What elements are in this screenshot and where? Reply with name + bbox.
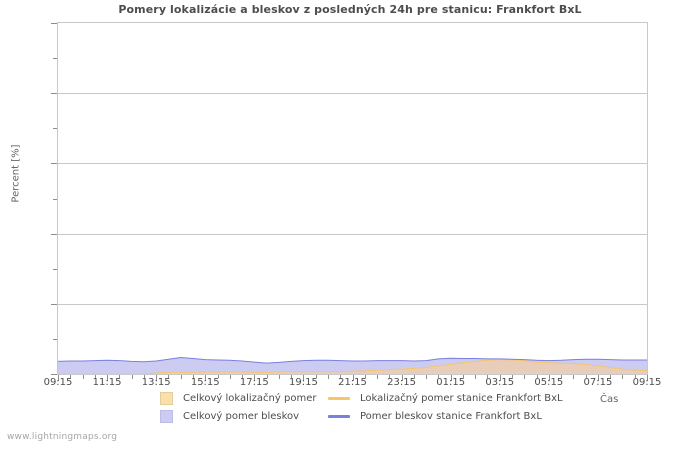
x-tick-label-8: 01:15 [436,377,466,388]
x-tick-1315 [156,375,158,381]
legend-swatch-1 [160,410,173,423]
x-tick-0415 [524,375,526,379]
x-tick-0745 [610,375,612,378]
x-tick-label-10: 05:15 [534,377,564,388]
x-tick-1145 [119,375,121,378]
legend-item-1[interactable]: Celkový pomer bleskov [160,409,299,424]
y-tick-60 [51,163,57,165]
y-tick-10 [53,338,57,340]
line-pomer-bleskov-stanice-frankfort-bxl [58,356,647,364]
area-celkov-lokaliza-n-pomer [58,359,647,374]
x-tick-2145 [364,375,366,378]
legend-line-marker-2 [328,397,350,400]
legend-label-2: Lokalizačný pomer stanice Frankfort BxL [360,393,563,404]
x-tick-1945 [315,375,317,378]
x-axis-label: Čas [600,394,619,405]
x-tick-0445 [536,375,538,378]
gridline-y-40 [58,234,647,235]
y-tick-80 [51,93,57,95]
x-tick-1415 [180,375,182,379]
legend-item-0[interactable]: Celkový lokalizačný pomer [160,391,316,406]
y-tick-30 [53,268,57,270]
x-tick-2345 [413,375,415,378]
x-tick-label-6: 21:15 [338,377,367,388]
x-tick-label-3: 15:15 [190,377,220,388]
legend-swatch-0 [160,392,173,405]
x-tick-0315 [499,375,501,381]
x-tick-1915 [303,375,305,381]
x-tick-1045 [94,375,96,378]
x-tick-1515 [205,375,207,381]
x-tick-0045 [438,375,440,378]
x-tick-1845 [291,375,293,378]
x-tick-1345 [168,375,170,378]
watermark: www.lightningmaps.org [7,432,118,442]
x-tick-0615 [573,375,575,379]
x-tick-2045 [340,375,342,378]
x-tick-label-9: 03:15 [485,377,515,388]
x-tick-0845 [634,375,636,378]
x-tick-label-12: 09:15 [632,377,662,388]
chart-legend: Celkový lokalizačný pomer Celkový pomer b… [0,391,700,427]
x-tick-label-1: 11:15 [92,377,122,388]
x-tick-1015 [82,375,84,379]
x-tick-0115 [450,375,452,381]
x-tick-2315 [401,375,403,381]
legend-label-1: Celkový pomer bleskov [183,411,300,422]
y-tick-70 [53,128,57,130]
legend-line-marker-3 [328,415,350,418]
x-tick-1715 [254,375,256,381]
x-tick-2245 [389,375,391,378]
x-tick-0015 [426,375,428,379]
x-tick-2215 [377,375,379,379]
y-tick-0 [51,374,57,375]
x-tick-1745 [266,375,268,378]
x-tick-1115 [107,375,109,381]
gridline-y-80 [58,93,647,94]
x-tick-0215 [475,375,477,379]
x-tick-0245 [487,375,489,378]
y-tick-100 [51,23,57,24]
gridline-y-60 [58,163,647,164]
x-tick-1645 [242,375,244,378]
gridline-y-20 [58,304,647,305]
x-tick-0645 [585,375,587,378]
y-tick-20 [51,303,57,305]
x-tick-0145 [462,375,464,378]
x-tick-2115 [352,375,354,381]
x-tick-label-5: 19:15 [288,377,318,388]
x-tick-0945 [70,375,72,378]
x-tick-1815 [278,375,280,379]
x-tick-1215 [131,375,133,379]
line-lokaliza-n-pomer-stanice-frankfort-bxl [58,359,647,374]
x-tick-1445 [192,375,194,378]
x-tick-1615 [229,375,231,379]
series-layer [58,356,647,374]
x-tick-0545 [561,375,563,378]
x-tick-0815 [622,375,624,379]
x-tick-label-7: 23:15 [387,377,416,388]
x-tick-label-2: 13:15 [141,377,171,388]
x-tick-1545 [217,375,219,378]
y-tick-40 [51,233,57,235]
x-tick-label-4: 17:15 [239,377,269,388]
legend-item-2[interactable]: Lokalizačný pomer stanice Frankfort BxL [328,391,563,406]
legend-label-0: Celkový lokalizačný pomer [183,393,317,404]
x-tick-0915 [58,375,59,381]
x-tick-0345 [512,375,514,378]
y-axis-label: Percent [%] [10,144,22,203]
page-title: Pomery lokalizácie a bleskov z poslednýc… [118,3,582,16]
x-tick-2015 [327,375,329,379]
legend-label-3: Pomer bleskov stanice Frankfort BxL [360,411,542,422]
x-tick-label-0: 09:15 [43,377,73,388]
legend-item-3[interactable]: Pomer bleskov stanice Frankfort BxL [328,409,542,424]
y-tick-90 [53,58,57,60]
x-tick-label-11: 07:15 [583,377,613,388]
x-tick-1245 [143,375,145,378]
x-tick-0515 [548,375,550,381]
x-tick-0715 [597,375,599,381]
x-tick-0915 [647,375,648,381]
plot-area [57,22,648,375]
y-tick-50 [53,198,57,200]
